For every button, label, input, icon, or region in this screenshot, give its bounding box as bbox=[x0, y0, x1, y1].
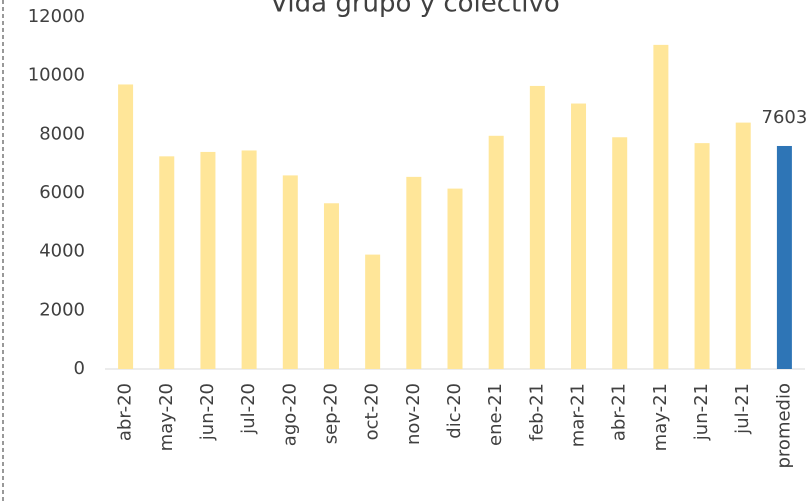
bar bbox=[529, 85, 545, 369]
bar bbox=[365, 254, 381, 369]
x-tick-label: ago-20 bbox=[279, 383, 300, 446]
y-tick-label: 10000 bbox=[28, 65, 85, 86]
y-tick-label: 8000 bbox=[39, 123, 85, 144]
x-tick-label: jul-20 bbox=[238, 383, 259, 435]
x-tick-label: jun-21 bbox=[691, 383, 712, 441]
chart-title: Vida grupo y colectivo bbox=[270, 0, 560, 19]
x-tick-label: abr-21 bbox=[609, 383, 630, 441]
bar bbox=[653, 44, 669, 369]
bar bbox=[776, 145, 792, 369]
x-tick-label: abr-20 bbox=[115, 383, 136, 441]
bar bbox=[735, 122, 751, 369]
bar bbox=[694, 143, 710, 369]
bar bbox=[571, 103, 587, 370]
x-tick-label: ene-21 bbox=[485, 383, 506, 446]
x-tick-label: nov-20 bbox=[403, 383, 424, 445]
y-tick-label: 12000 bbox=[28, 6, 85, 27]
bar bbox=[323, 203, 339, 369]
x-tick-label: may-21 bbox=[650, 383, 671, 451]
bar bbox=[612, 137, 628, 369]
x-tick-label: dic-20 bbox=[444, 383, 465, 439]
y-tick-label: 6000 bbox=[39, 182, 85, 203]
bar bbox=[447, 188, 463, 369]
bar bbox=[282, 175, 298, 369]
bar bbox=[241, 150, 257, 369]
data-label: 7603 bbox=[762, 107, 808, 128]
y-tick-label: 4000 bbox=[39, 241, 85, 262]
x-tick-label: feb-21 bbox=[526, 383, 547, 441]
bar bbox=[488, 135, 504, 369]
x-tick-label: jun-20 bbox=[197, 383, 218, 441]
x-tick-label: jul-21 bbox=[732, 383, 753, 435]
x-tick-label: sep-20 bbox=[320, 383, 341, 444]
x-tick-label: promedio bbox=[773, 383, 794, 469]
bar bbox=[118, 84, 134, 369]
x-tick-label: mar-21 bbox=[568, 383, 589, 447]
x-tick-label: may-20 bbox=[156, 383, 177, 451]
x-tick-label: oct-20 bbox=[362, 383, 383, 440]
y-tick-label: 0 bbox=[74, 358, 85, 379]
y-tick-label: 2000 bbox=[39, 299, 85, 320]
bar bbox=[406, 176, 422, 369]
bar bbox=[159, 156, 175, 369]
bar bbox=[200, 151, 216, 369]
